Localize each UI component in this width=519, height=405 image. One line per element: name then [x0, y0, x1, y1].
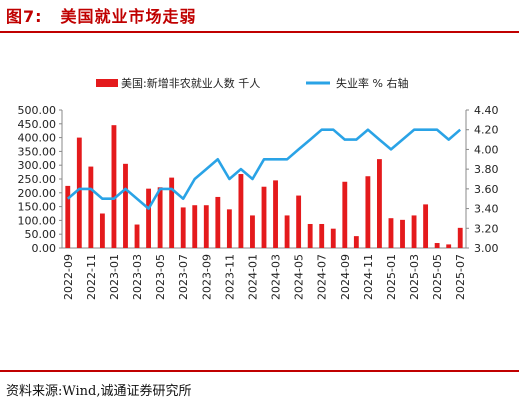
bar	[180, 207, 186, 248]
bar	[434, 243, 440, 248]
figure-title: 美国就业市场走弱	[60, 7, 197, 26]
left-tick-label: 350.00	[18, 145, 57, 158]
bar	[215, 196, 221, 248]
left-tick-label: 150.00	[18, 201, 57, 214]
bar	[157, 187, 163, 248]
legend-label-bar: 美国:新增非农就业人数 千人	[121, 76, 260, 90]
chart-title: 图7: 美国就业市场走弱	[6, 3, 197, 27]
title-divider	[0, 31, 519, 33]
bar	[111, 125, 117, 248]
axes: 0.0050.00100.00150.00200.00250.00300.003…	[18, 104, 499, 255]
figure-label: 图7:	[6, 7, 43, 26]
bar	[134, 224, 140, 248]
bar	[99, 213, 105, 248]
bar	[76, 137, 82, 248]
bar	[377, 159, 382, 248]
left-tick-label: 300.00	[18, 159, 57, 172]
x-tick-label: 2024-07	[316, 254, 329, 300]
bar	[365, 176, 371, 248]
legend-swatch-bar	[96, 79, 118, 87]
right-tick-label: 3.60	[474, 183, 499, 196]
x-tick-label: 2024-05	[293, 254, 306, 300]
x-tick-label: 2023-11	[223, 254, 236, 300]
right-tick-label: 4.00	[474, 143, 499, 156]
right-tick-label: 3.00	[474, 242, 499, 255]
right-tick-label: 3.40	[474, 203, 499, 216]
bar	[446, 244, 452, 248]
x-tick-label: 2024-11	[362, 254, 375, 300]
bar	[192, 205, 198, 248]
x-tick-label: 2023-01	[108, 254, 121, 300]
bar	[457, 227, 463, 248]
x-tick-label: 2023-05	[154, 254, 167, 300]
bar	[88, 166, 94, 248]
bar	[250, 215, 255, 248]
bar	[65, 185, 71, 248]
right-tick-label: 3.20	[474, 222, 499, 235]
footer-divider	[0, 370, 519, 372]
bar	[261, 186, 267, 248]
left-tick-label: 450.00	[18, 118, 57, 131]
x-tick-label: 2025-05	[431, 254, 444, 300]
x-tick-label: 2023-07	[177, 254, 190, 300]
line-series	[66, 128, 462, 210]
x-axis-labels: 2022-09 2022-11 2023-01 2023-03 2023-05 2023-…	[62, 254, 467, 300]
bar	[400, 219, 405, 248]
bar	[423, 204, 429, 248]
unemployment-line	[66, 128, 462, 210]
bar	[296, 195, 302, 248]
x-tick-label: 2024-01	[246, 254, 259, 300]
bar	[353, 236, 359, 248]
bar	[273, 180, 278, 248]
x-tick-label: 2025-03	[408, 254, 421, 300]
left-tick-label: 100.00	[18, 214, 57, 227]
bar	[123, 163, 128, 248]
x-tick-label: 2025-07	[454, 254, 467, 300]
left-tick-label: 400.00	[18, 132, 57, 145]
x-tick-label: 2022-11	[85, 254, 98, 300]
x-tick-label: 2023-03	[131, 254, 144, 300]
bar	[411, 215, 417, 248]
left-tick-label: 0.00	[32, 242, 57, 255]
left-tick-label: 500.00	[18, 104, 57, 117]
bar	[238, 174, 244, 248]
bar	[169, 177, 175, 248]
right-tick-label: 3.80	[474, 163, 499, 176]
x-tick-label: 2022-09	[62, 254, 75, 300]
bar	[307, 223, 313, 248]
x-tick-label: 2023-09	[200, 254, 213, 300]
chart-area: 美国:新增非农就业人数 千人 失业率 % 右轴 0.0050.00100.001…	[18, 76, 499, 300]
left-tick-label: 200.00	[18, 187, 57, 200]
bar	[146, 188, 151, 248]
bar-series	[65, 125, 463, 248]
legend-label-line: 失业率 % 右轴	[336, 76, 408, 90]
x-tick-label: 2024-09	[339, 254, 352, 300]
left-tick-label: 250.00	[18, 173, 57, 186]
bar	[342, 181, 348, 248]
right-tick-label: 4.40	[474, 104, 499, 117]
bar	[203, 205, 209, 248]
bar	[284, 215, 290, 248]
x-tick-label: 2025-01	[385, 254, 398, 300]
bar	[388, 218, 394, 248]
bar	[330, 228, 336, 248]
x-tick-label: 2024-03	[270, 254, 283, 300]
legend: 美国:新增非农就业人数 千人 失业率 % 右轴	[96, 76, 408, 90]
bar	[226, 209, 232, 248]
right-tick-label: 4.20	[474, 124, 499, 137]
bar	[319, 223, 325, 248]
left-tick-label: 50.00	[25, 228, 57, 241]
source-note: 资料来源:Wind,诚通证券研究所	[6, 384, 192, 399]
